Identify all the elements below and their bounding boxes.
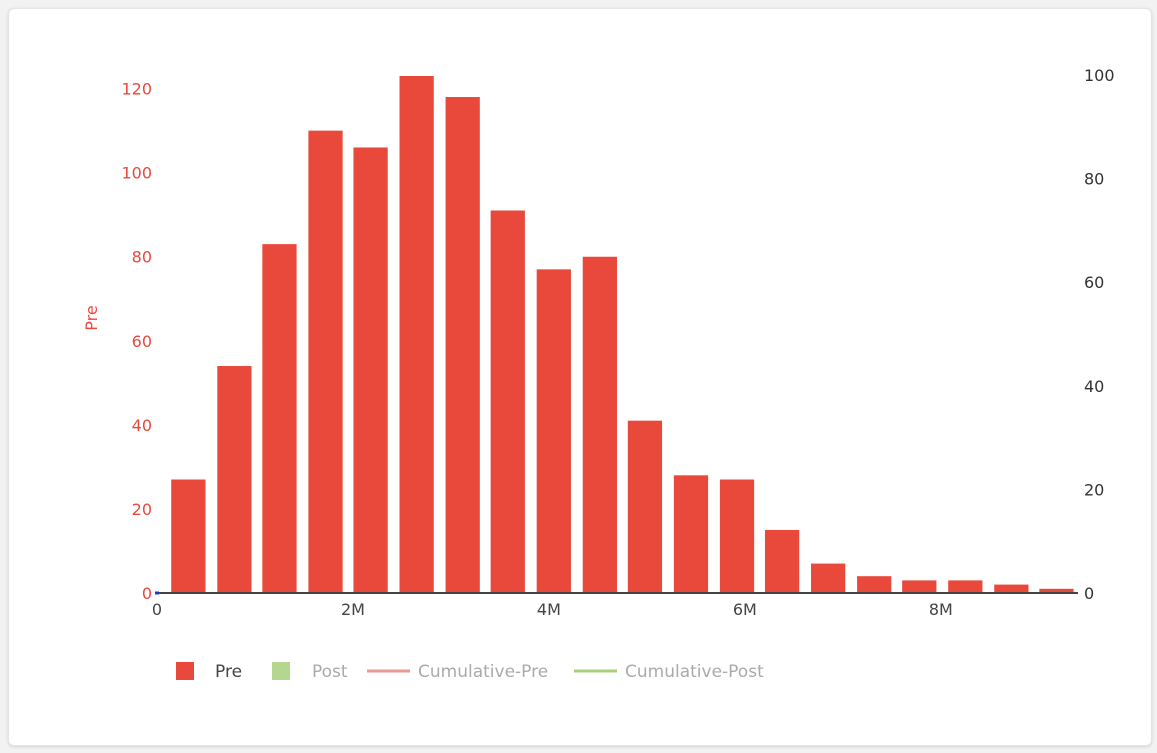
y-tick-label: 120 [121, 80, 152, 99]
legend-item-post[interactable]: Post [272, 662, 348, 682]
legend-item-pre[interactable]: Pre [176, 662, 242, 682]
x-axis-ticks: 0 2M 4M 6M 8M [152, 600, 953, 619]
x-tick-label: 8M [929, 600, 953, 619]
bar-pre-19 [1039, 588, 1074, 593]
legend: Pre Post Cumulative-Pre Cumulative-Post [176, 662, 764, 682]
legend-swatch [272, 662, 290, 680]
bar-pre-13 [764, 529, 800, 593]
y-tick-label: 100 [121, 164, 152, 183]
bar-pre-14 [811, 563, 846, 593]
bar-pre-1 [217, 366, 252, 593]
bar-pre-5 [399, 76, 434, 593]
y-tick-label: 0 [142, 584, 152, 603]
y-tick-label: 60 [132, 332, 152, 351]
bar-pre-17 [948, 580, 983, 593]
y2-tick-label: 60 [1084, 273, 1104, 292]
bar-pre-7 [490, 210, 525, 593]
x-tick-label: 6M [733, 600, 757, 619]
x-tick-label: 2M [341, 600, 365, 619]
y-axis-left-ticks: 0 20 40 60 80 100 120 [121, 80, 152, 603]
y2-tick-label: 40 [1084, 377, 1104, 396]
bar-pre-9 [582, 256, 617, 593]
legend-swatch [176, 662, 194, 680]
y2-tick-label: 0 [1084, 584, 1094, 603]
bar-pre-3 [308, 130, 343, 593]
bar-pre-18 [994, 584, 1029, 593]
bar-pre-15 [857, 576, 892, 593]
chart-card [8, 8, 1152, 746]
y2-tick-label: 20 [1084, 480, 1104, 499]
y-axis-title: Pre [82, 305, 101, 330]
bars-layer [171, 76, 1074, 594]
bar-pre-12 [719, 479, 755, 593]
y-tick-label: 20 [132, 500, 152, 519]
bar-pre-16 [902, 580, 937, 593]
y-tick-label: 80 [132, 248, 152, 267]
y-tick-label: 40 [132, 416, 152, 435]
bar-pre-10 [627, 420, 663, 593]
bar-pre-11 [673, 475, 709, 593]
y2-tick-label: 100 [1084, 66, 1115, 85]
y2-tick-label: 80 [1084, 170, 1104, 189]
legend-label: Post [312, 662, 348, 682]
legend-label: Pre [215, 662, 242, 682]
y-axis-right-ticks: 0 20 40 60 80 100 [1084, 66, 1115, 603]
bar-pre-8 [536, 269, 571, 593]
bar-pre-4 [353, 147, 388, 593]
x-tick-label: 4M [537, 600, 561, 619]
legend-item-cumulative-post[interactable]: Cumulative-Post [574, 662, 764, 682]
legend-label: Cumulative-Post [625, 662, 764, 682]
bar-pre-2 [262, 244, 297, 593]
x-tick-label: 0 [152, 600, 162, 619]
bar-pre-0 [171, 479, 206, 593]
legend-label: Cumulative-Pre [418, 662, 548, 682]
legend-item-cumulative-pre[interactable]: Cumulative-Pre [367, 662, 548, 682]
bar-pre-6 [445, 97, 480, 594]
